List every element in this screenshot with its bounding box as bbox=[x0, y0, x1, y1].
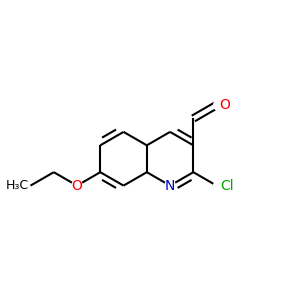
Text: Cl: Cl bbox=[220, 178, 234, 193]
Circle shape bbox=[214, 179, 226, 192]
Text: H₃C: H₃C bbox=[6, 179, 29, 192]
Text: O: O bbox=[220, 98, 230, 112]
Text: N: N bbox=[165, 178, 175, 193]
Text: O: O bbox=[72, 178, 83, 193]
Circle shape bbox=[72, 180, 82, 191]
Circle shape bbox=[165, 180, 175, 191]
Circle shape bbox=[214, 99, 225, 111]
